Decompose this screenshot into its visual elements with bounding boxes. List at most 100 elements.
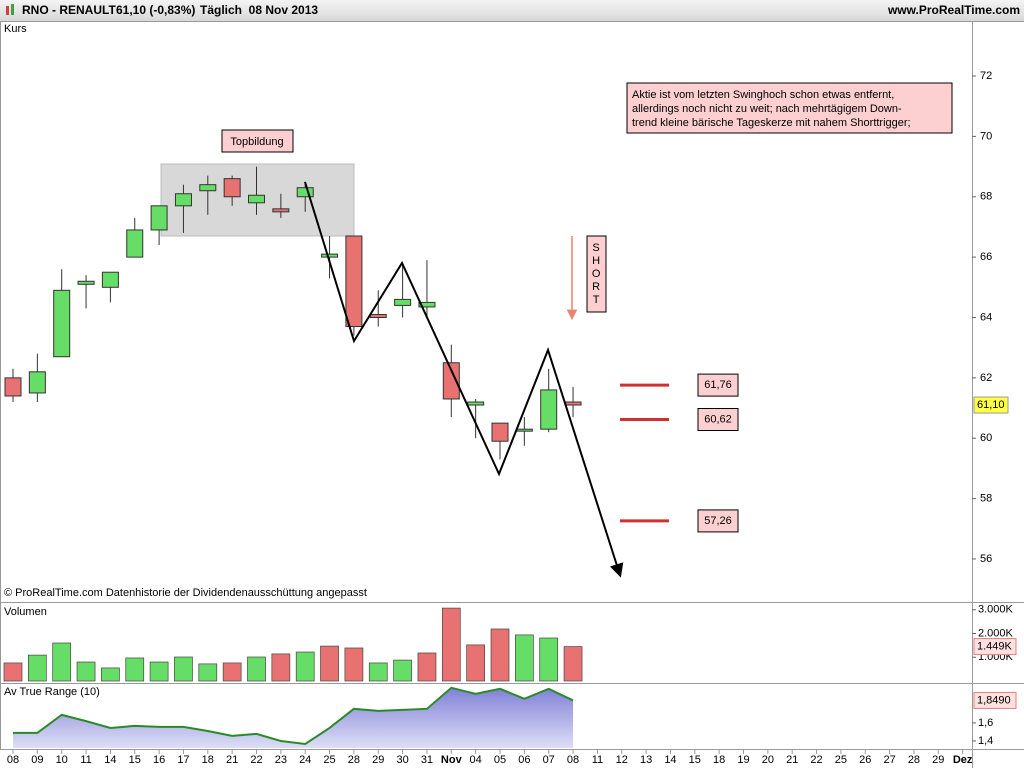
volume-bar [466, 644, 485, 682]
level-label: 61,76 [704, 379, 732, 391]
note-line: Aktie ist vom letzten Swinghoch schon et… [632, 89, 894, 101]
x-tick-label: 14 [664, 754, 676, 766]
y-tick-label: 68 [980, 191, 992, 203]
note-line: trend kleine bärische Tageskerze mit nah… [632, 117, 911, 129]
volume-bar [320, 645, 339, 682]
x-tick-label: 26 [859, 754, 871, 766]
atr-area [13, 687, 574, 748]
x-tick-label: 11 [592, 754, 603, 766]
period: Täglich 08 Nov 2013 [200, 3, 318, 17]
candle-body [199, 184, 217, 192]
x-tick-label: 08 [7, 754, 19, 766]
volume-bar [295, 651, 315, 682]
y-tick-label: 64 [980, 311, 992, 323]
annotation: SHORT [590, 242, 602, 307]
panel-title: Av True Range (10) [4, 686, 100, 698]
symbol: RNO - RENAULT [22, 3, 116, 17]
x-tick-label: 28 [348, 754, 360, 766]
swing-arrow [304, 181, 624, 578]
volume-bar [417, 652, 437, 682]
volume-bar [247, 656, 266, 682]
last-value-label: 1,8490 [977, 694, 1011, 706]
volume-bar [344, 647, 364, 682]
candle-body [223, 178, 241, 198]
candle-body [369, 313, 387, 318]
x-tick-label: 18 [713, 754, 725, 766]
x-tick-label: 27 [883, 754, 895, 766]
x-tick-label: Dez [953, 754, 973, 766]
x-tick-label: 08 [567, 754, 579, 766]
x-tick-label: 20 [762, 754, 774, 766]
x-tick-label: 16 [153, 754, 165, 766]
x-tick-label: 31 [421, 754, 433, 766]
candle-body [101, 271, 119, 288]
note-box [626, 82, 953, 134]
site: www.ProRealTime.com [887, 3, 1020, 17]
volume-bar [539, 637, 559, 682]
y-tick-label: 60 [980, 432, 992, 444]
x-tick-label: 29 [932, 754, 944, 766]
level-label: 57,26 [704, 515, 732, 527]
x-tick-label: 09 [31, 754, 43, 766]
volume-bar [563, 646, 583, 682]
volume-bar [271, 653, 291, 682]
candle-body [564, 401, 582, 406]
volume-bar [368, 662, 388, 682]
x-tick-label: 23 [275, 754, 287, 766]
level-box [697, 408, 739, 432]
note-line: allerdings noch nicht zu weit; nach mehr… [632, 103, 902, 115]
candle-body [345, 235, 363, 328]
volume-bar [393, 659, 412, 682]
quote: 61,10 (-0,83%) [116, 3, 195, 17]
logo-icon [6, 6, 9, 15]
x-tick-label: 22 [250, 754, 262, 766]
x-tick-label: 19 [737, 754, 749, 766]
candle-body [53, 289, 71, 358]
candle-body [4, 377, 22, 397]
volume-bar [490, 628, 510, 682]
x-tick-label: 25 [835, 754, 847, 766]
x-tick-label: 17 [177, 754, 189, 766]
y-tick-label: 1,4 [978, 735, 993, 747]
candle-body [491, 422, 509, 442]
last-value-box [973, 691, 1017, 709]
volume-bar [28, 654, 47, 682]
x-tick-label: 15 [689, 754, 701, 766]
x-tick-label: 12 [616, 754, 628, 766]
atr-line [13, 686, 574, 745]
panel-title: Volumen [4, 606, 47, 618]
footnote: © ProRealTime.com Datenhistorie der Divi… [4, 587, 367, 599]
volume-bar [125, 657, 145, 682]
x-tick-label: 10 [56, 754, 68, 766]
annotation-box [221, 129, 294, 153]
y-tick-label: 2.000K [978, 627, 1014, 639]
x-tick-label: 05 [494, 754, 506, 766]
candle-body [28, 371, 46, 394]
x-tick-label: Nov [441, 754, 463, 766]
volume-bar [198, 663, 218, 682]
candle-body [272, 208, 290, 213]
x-tick-label: 25 [323, 754, 335, 766]
x-tick-label: 18 [202, 754, 214, 766]
x-tick-label: 11 [80, 754, 91, 766]
volume-bar [149, 661, 169, 682]
x-tick-label: 21 [226, 754, 238, 766]
panel-title: Kurs [4, 23, 27, 35]
candle-body [126, 229, 144, 258]
candle-body [248, 194, 265, 204]
y-tick-label: 66 [980, 251, 992, 263]
last-value-box [973, 396, 1009, 414]
x-tick-label: 15 [129, 754, 141, 766]
y-tick-label: 56 [980, 553, 992, 565]
candle-body [418, 301, 436, 308]
x-tick-label: 21 [786, 754, 798, 766]
y-tick-label: 72 [980, 70, 992, 82]
last-value-box [973, 638, 1017, 656]
header-bar [0, 0, 1024, 21]
candle-body [394, 298, 412, 306]
volume-bar [222, 662, 242, 682]
volume-bar [514, 634, 534, 682]
x-tick-label: 07 [543, 754, 555, 766]
x-tick-label: 04 [470, 754, 482, 766]
